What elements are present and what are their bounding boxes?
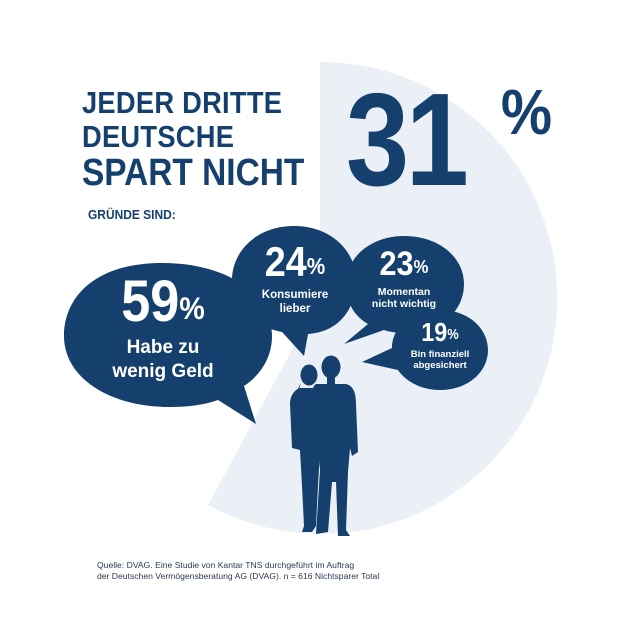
reason-24: 24% Konsumiere lieber [245, 240, 345, 316]
reason-19: 19% Bin finanziell abgesichert [400, 318, 480, 371]
reason-59: 59% Habe zu wenig Geld [88, 272, 238, 384]
headline-line-3: SPART NICHT [82, 152, 305, 194]
reason-label: Habe zu wenig Geld [112, 337, 214, 382]
speech-bubble-59 [64, 263, 272, 424]
highlight-percentage: 31 % [346, 66, 552, 213]
headline: JEDER DRITTE DEUTSCHE SPART NICHT [82, 85, 305, 194]
reason-value: 23% [379, 245, 429, 283]
headline-line-1: JEDER DRITTE [82, 85, 283, 120]
reason-value: 19% [421, 317, 459, 347]
reasons-label: GRÜNDE SIND: [88, 207, 176, 222]
reason-value: 24% [264, 238, 326, 285]
highlight-unit: % [500, 76, 553, 148]
headline-line-2: DEUTSCHE [82, 119, 235, 154]
source-line-2: der Deutschen Vermögensberatung AG (DVAG… [97, 571, 380, 581]
reason-label: Konsumiere lieber [261, 289, 329, 315]
source-note: Quelle: DVAG. Eine Studie von Kantar TNS… [97, 560, 379, 582]
source-line-1: Quelle: DVAG. Eine Studie von Kantar TNS… [97, 560, 355, 570]
highlight-value: 31 [346, 66, 469, 213]
reason-label: Bin finanziell abgesichert [410, 349, 470, 371]
reason-23: 23% Momentan nicht wichtig [352, 246, 456, 310]
speech-bubble-19 [362, 310, 488, 390]
couple-silhouette-icon [290, 355, 358, 536]
speech-bubble-24 [232, 226, 356, 356]
reason-label: Momentan nicht wichtig [371, 286, 437, 310]
reason-value: 59% [121, 269, 205, 334]
